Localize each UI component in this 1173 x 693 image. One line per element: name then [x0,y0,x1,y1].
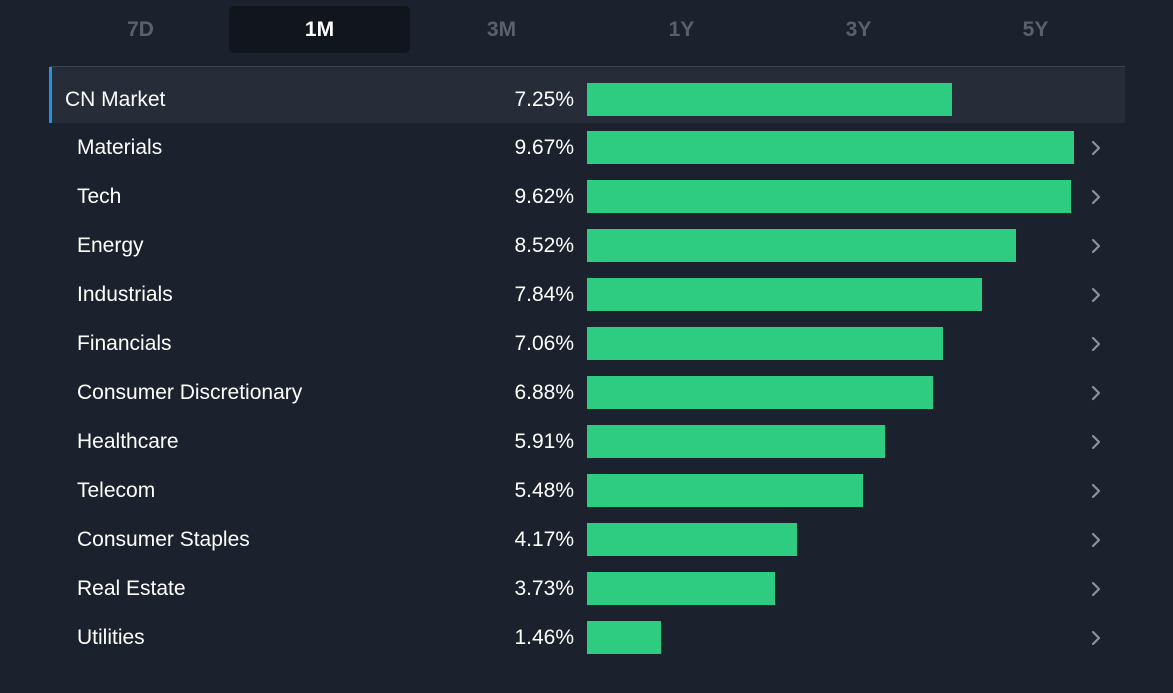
chevron-right-icon[interactable] [1086,564,1106,613]
sector-bar [587,425,885,458]
sector-value: 9.67% [514,135,574,159]
tab-3y[interactable]: 3Y [845,17,872,41]
chevron-right-icon[interactable] [1086,172,1106,221]
sector-bar [587,474,863,507]
sector-bar [587,621,661,654]
chevron-right-icon[interactable] [1086,221,1106,270]
chevron-right-icon[interactable] [1086,368,1106,417]
tab-5y[interactable]: 5Y [1022,17,1049,41]
sector-value: 7.84% [514,282,574,306]
sector-value: 3.73% [514,576,574,600]
sector-row-industrials[interactable]: Industrials 7.84% [0,270,1173,319]
sector-row-financials[interactable]: Financials 7.06% [0,319,1173,368]
sector-label: Real Estate [77,576,186,600]
sector-bar [587,131,1074,164]
tab-7d[interactable]: 7D [127,17,154,41]
market-row: CN Market 7.25% [0,75,1173,124]
tab-1m[interactable]: 1M [229,6,410,53]
sector-value: 5.48% [514,478,574,502]
sector-label: Healthcare [77,429,179,453]
sector-label: Utilities [77,625,145,649]
sector-label: Materials [77,135,163,159]
sector-label: Financials [77,331,172,355]
sector-bar [587,523,797,556]
sector-row-tech[interactable]: Tech 9.62% [0,172,1173,221]
timeframe-tabs: 7D 1M 3M 1Y 3Y 5Y [50,6,1130,53]
tabs-divider [50,66,1125,67]
chevron-right-icon[interactable] [1086,613,1106,662]
chevron-right-icon[interactable] [1086,466,1106,515]
chevron-right-icon[interactable] [1086,319,1106,368]
sector-value: 6.88% [514,380,574,404]
sector-row-materials[interactable]: Materials 9.67% [0,123,1173,172]
sector-value: 1.46% [514,625,574,649]
sector-label: Consumer Discretionary [77,380,303,404]
sector-value: 5.91% [514,429,574,453]
sector-row-energy[interactable]: Energy 8.52% [0,221,1173,270]
sector-label: Industrials [77,282,173,306]
sector-bar [587,376,933,409]
market-value: 7.25% [514,87,574,111]
market-label: CN Market [65,87,166,111]
sector-value: 4.17% [514,527,574,551]
sector-row-telecom[interactable]: Telecom 5.48% [0,466,1173,515]
sector-label: Consumer Staples [77,527,250,551]
sector-value: 9.62% [514,184,574,208]
sector-row-consumer-staples[interactable]: Consumer Staples 4.17% [0,515,1173,564]
tab-1y[interactable]: 1Y [668,17,695,41]
sector-row-real-estate[interactable]: Real Estate 3.73% [0,564,1173,613]
tab-3m[interactable]: 3M [486,17,517,41]
chevron-right-icon[interactable] [1086,417,1106,466]
sector-bar [587,278,982,311]
sector-bar [587,180,1071,213]
chevron-right-icon[interactable] [1086,515,1106,564]
sector-row-consumer-discretionary[interactable]: Consumer Discretionary 6.88% [0,368,1173,417]
chevron-right-icon[interactable] [1086,123,1106,172]
sector-row-healthcare[interactable]: Healthcare 5.91% [0,417,1173,466]
sector-bar [587,572,775,605]
sector-label: Energy [77,233,144,257]
sector-row-utilities[interactable]: Utilities 1.46% [0,613,1173,662]
sector-value: 8.52% [514,233,574,257]
chevron-right-icon[interactable] [1086,270,1106,319]
market-bar [587,83,952,116]
sector-label: Tech [77,184,122,208]
sector-bar [587,327,943,360]
sector-value: 7.06% [514,331,574,355]
sector-label: Telecom [77,478,156,502]
sector-bar [587,229,1016,262]
